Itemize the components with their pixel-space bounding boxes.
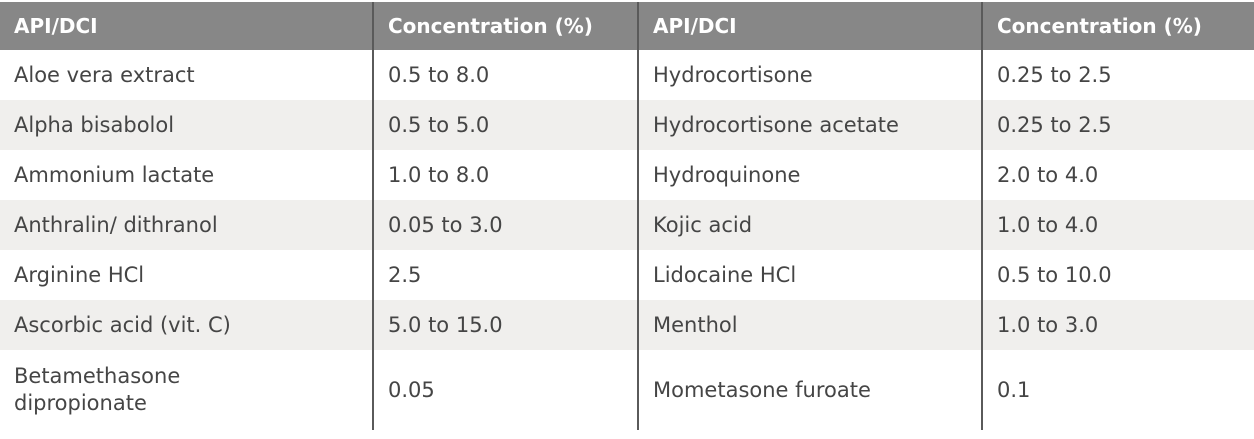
cell-concentration: 0.05 to 3.0: [372, 200, 638, 250]
cell-api: Anthralin/ dithranol: [0, 200, 373, 250]
cell-api: Ascorbic acid (vit. C): [0, 300, 373, 350]
cell-api: Kojic acid: [637, 200, 982, 250]
cell-concentration: 0.25 to 2.5: [981, 50, 1254, 100]
header-row: API/DCI Concentration (%) API/DCI Concen…: [0, 2, 1254, 50]
cell-api: Hydroquinone: [637, 150, 982, 200]
cell-api: Alpha bisabolol: [0, 100, 373, 150]
cell-api: Aloe vera extract: [14, 62, 195, 87]
cell-concentration: 0.5 to 5.0: [372, 100, 638, 150]
cell-concentration: 0.5 to 10.0: [981, 250, 1254, 300]
cell-concentration: 2.5: [372, 250, 638, 300]
table-row: Aloe vera extract 0.5 to 8.0 Hydrocortison…: [0, 50, 1254, 100]
cell-api: Lidocaine HCl: [637, 250, 982, 300]
cell-concentration: 2.0 to 4.0: [981, 150, 1254, 200]
header-api: API/DCI: [637, 2, 982, 50]
table-row: Betamethasone dipropionate 0.05 Mometasone…: [0, 350, 1254, 430]
table-row: Anthralin/ dithranol 0.05 to 3.0 Kojic aci…: [0, 200, 1254, 250]
cell-concentration: 5.0 to 15.0: [372, 300, 638, 350]
cell-api: Hydrocortisone acetate: [637, 100, 982, 150]
cell-api: Arginine HCl: [14, 262, 145, 287]
table-row: Arginine HCl 2.5 Lidocaine HCl 0.5 to 10.0: [0, 250, 1254, 300]
cell-concentration: 0.1: [981, 350, 1254, 430]
table-row: Alpha bisabolol 0.5 to 5.0 Hydrocortisone …: [0, 100, 1254, 150]
cell-concentration: 1.0 to 4.0: [981, 200, 1254, 250]
cell-api: Menthol: [637, 300, 982, 350]
cell-concentration: 1.0 to 3.0: [981, 300, 1254, 350]
cell-api: Ammonium lactate: [14, 162, 215, 187]
concentration-table: API/DCI Concentration (%) API/DCI Concen…: [0, 2, 1254, 430]
cell-concentration: 0.05: [372, 350, 638, 430]
header-concentration: Concentration (%): [372, 2, 638, 50]
cell-api: Mometasone furoate: [637, 350, 982, 430]
cell-api: Betamethasone dipropionate: [14, 364, 181, 415]
table-row: Ascorbic acid (vit. C) 5.0 to 15.0 Menthol…: [0, 300, 1254, 350]
cell-concentration: 0.25 to 2.5: [981, 100, 1254, 150]
cell-concentration: 1.0 to 8.0: [372, 150, 638, 200]
header-api: API/DCI: [0, 2, 373, 50]
table-row: Ammonium lactate 1.0 to 8.0 Hydroquinone 2.…: [0, 150, 1254, 200]
cell-concentration: 0.5 to 8.0: [372, 50, 638, 100]
cell-api: Hydrocortisone: [637, 50, 982, 100]
header-concentration: Concentration (%): [981, 2, 1254, 50]
